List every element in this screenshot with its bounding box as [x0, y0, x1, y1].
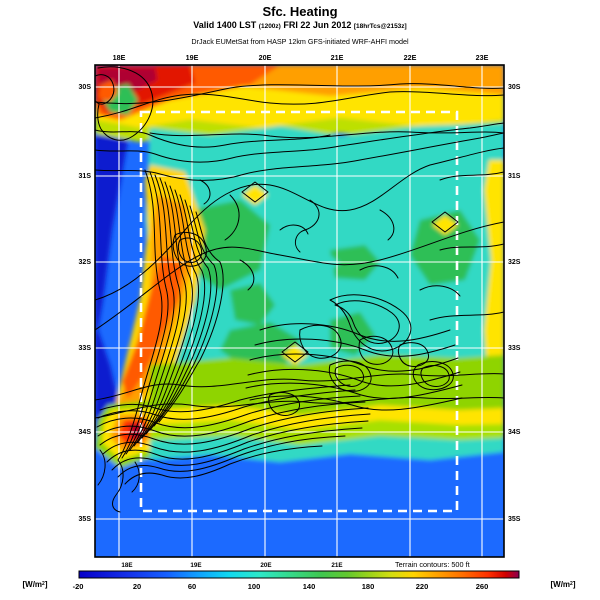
svg-text:20: 20: [133, 582, 141, 591]
svg-text:35S: 35S: [508, 516, 521, 523]
svg-text:[W/m2]: [W/m2]: [550, 580, 575, 589]
svg-text:21E: 21E: [331, 562, 342, 569]
svg-text:23E: 23E: [476, 53, 489, 62]
svg-text:140: 140: [303, 582, 316, 591]
svg-text:18E: 18E: [121, 562, 132, 569]
svg-text:60: 60: [188, 582, 196, 591]
svg-text:30S: 30S: [79, 84, 92, 91]
svg-text:100: 100: [248, 582, 261, 591]
svg-text:20E: 20E: [259, 53, 272, 62]
svg-text:34S: 34S: [79, 429, 92, 436]
svg-text:31S: 31S: [508, 173, 521, 180]
svg-text:220: 220: [416, 582, 429, 591]
svg-text:21E: 21E: [331, 53, 344, 62]
svg-text:Valid 1400 LST (1200z) FRI 22: Valid 1400 LST (1200z) FRI 22 Jun 2012 […: [193, 20, 406, 30]
svg-text:34S: 34S: [508, 429, 521, 436]
svg-text:18E: 18E: [113, 53, 126, 62]
svg-text:[W/m2]: [W/m2]: [22, 580, 47, 589]
svg-text:30S: 30S: [508, 84, 521, 91]
svg-text:Terrain contours: 500 ft: Terrain contours: 500 ft: [395, 560, 470, 569]
svg-text:180: 180: [362, 582, 375, 591]
svg-text:19E: 19E: [190, 562, 201, 569]
svg-text:260: 260: [476, 582, 489, 591]
svg-text:DrJack EUMetSat from HASP 12km: DrJack EUMetSat from HASP 12km GFS-initi…: [191, 37, 409, 46]
svg-text:33S: 33S: [508, 345, 521, 352]
svg-text:35S: 35S: [79, 516, 92, 523]
svg-text:Sfc. Heating: Sfc. Heating: [262, 4, 337, 19]
svg-text:32S: 32S: [508, 259, 521, 266]
svg-text:31S: 31S: [79, 173, 92, 180]
svg-text:19E: 19E: [186, 53, 199, 62]
svg-text:32S: 32S: [79, 259, 92, 266]
svg-text:-20: -20: [73, 582, 84, 591]
svg-text:33S: 33S: [79, 345, 92, 352]
svg-text:22E: 22E: [404, 53, 417, 62]
svg-text:20E: 20E: [260, 562, 271, 569]
